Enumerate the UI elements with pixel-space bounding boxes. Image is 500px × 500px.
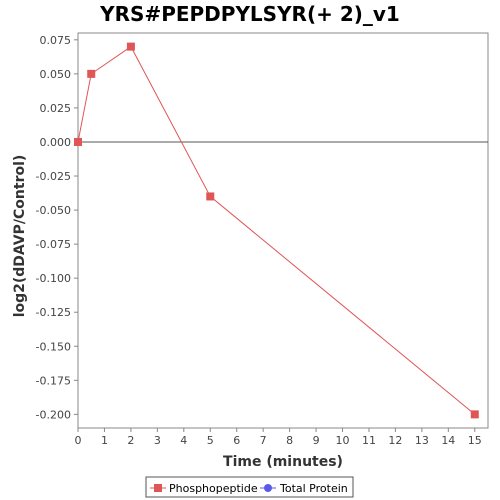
data-point [206,192,215,201]
x-tick-label: 11 [362,434,376,447]
y-tick-label: -0.125 [36,306,71,319]
y-tick-label: -0.150 [36,340,71,353]
y-tick-label: -0.075 [36,238,71,251]
x-tick-label: 13 [415,434,429,447]
y-tick-label: -0.050 [36,204,71,217]
x-tick-label: 14 [441,434,455,447]
legend-item-phosphopeptide: Phosphopeptide [150,482,258,495]
y-tick-label: 0.025 [40,102,72,115]
x-axis-label: Time (minutes) [223,454,343,470]
legend-label-total-protein: Total Protein [279,482,348,495]
x-tick-label: 0 [75,434,82,447]
data-point [87,69,96,78]
legend-box [145,476,354,498]
y-tick-label: -0.175 [36,374,71,387]
legend-label-phosphopeptide: Phosphopeptide [169,482,258,495]
x-tick-label: 6 [233,434,240,447]
data-point [470,410,479,419]
x-tick-label: 7 [260,434,267,447]
chart-title: YRS#PEPDPYLSYR(+ 2)_v1 [100,2,400,26]
x-tick-label: 12 [388,434,402,447]
y-tick-label: 0.050 [40,68,72,81]
x-tick-label: 15 [468,434,482,447]
data-point [126,42,135,51]
plot-area [77,32,489,429]
legend-marker-total-protein [264,484,272,492]
legend-item-total-protein: Total Protein [260,482,348,495]
legend: Phosphopeptide Total Protein [145,476,354,498]
x-tick-label: 4 [180,434,187,447]
x-tick-label: 5 [207,434,214,447]
legend-marker-phosphopeptide [154,484,162,492]
x-tick-label: 2 [127,434,134,447]
y-axis-label: log2(dDAVP/Control) [12,155,28,318]
y-tick-label: 0.075 [40,34,72,47]
x-tick-label: 9 [313,434,320,447]
x-tick-label: 10 [336,434,350,447]
y-tick-label: 0.000 [40,136,72,149]
x-tick-label: 8 [286,434,293,447]
y-tick-label: -0.025 [36,170,71,183]
y-tick-label: -0.200 [36,408,71,421]
data-point [74,137,82,146]
x-tick-label: 1 [101,434,108,447]
x-tick-label: 3 [154,434,161,447]
y-tick-label: -0.100 [36,272,71,285]
